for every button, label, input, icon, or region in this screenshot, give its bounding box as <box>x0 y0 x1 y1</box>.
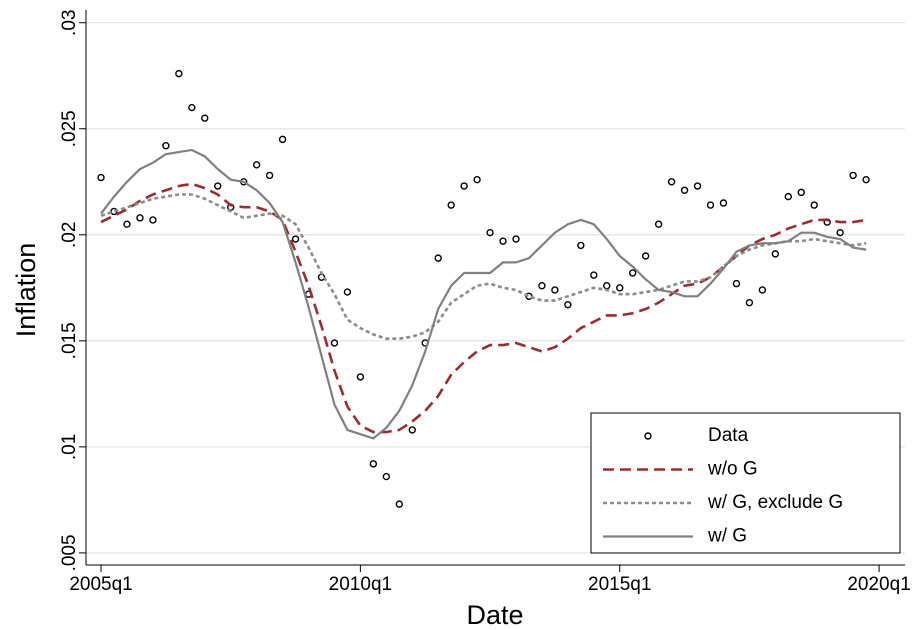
data-point <box>603 281 611 290</box>
data-point <box>758 286 767 294</box>
x-tick-label: 2005q1 <box>69 574 132 595</box>
y-tick-label: .005 <box>59 534 80 571</box>
data-point <box>706 201 715 209</box>
data-point <box>369 460 378 468</box>
data-point <box>149 216 157 224</box>
data-point <box>214 182 222 190</box>
data-point <box>732 279 741 288</box>
data-point <box>538 281 546 290</box>
y-tick-label: .025 <box>59 110 80 147</box>
data-point <box>836 228 844 237</box>
series-line <box>100 148 867 440</box>
y-axis-label: Inflation <box>11 243 41 338</box>
data-point <box>473 175 481 184</box>
data-point <box>512 235 520 243</box>
data-point <box>628 269 637 277</box>
data-point <box>745 298 754 307</box>
data-point <box>434 254 442 262</box>
data-point <box>667 178 676 186</box>
data-point <box>123 220 131 228</box>
data-point <box>343 288 352 296</box>
data-point <box>175 69 183 78</box>
series-line <box>100 193 867 341</box>
legend-marker <box>644 432 652 440</box>
data-point <box>693 182 702 190</box>
x-tick-label: 2015q1 <box>588 574 651 595</box>
x-axis-label: Date <box>466 600 523 630</box>
data-point <box>188 103 196 112</box>
data-point <box>849 171 857 180</box>
data-point <box>408 426 416 434</box>
data-point <box>395 500 403 508</box>
x-tick-label: 2010q1 <box>329 574 392 595</box>
data-point <box>356 373 365 381</box>
legend-box <box>590 412 901 554</box>
data-point <box>551 286 559 294</box>
data-point <box>784 192 792 201</box>
data-point <box>291 235 300 243</box>
legend-label: w/ G <box>707 526 747 547</box>
data-point <box>680 186 689 194</box>
data-point <box>499 237 507 245</box>
data-point <box>486 228 494 237</box>
data-point <box>810 201 818 209</box>
data-point <box>654 220 663 228</box>
series-line <box>100 182 867 434</box>
data-point <box>447 201 455 209</box>
data-point <box>330 339 339 347</box>
data-point <box>862 175 870 184</box>
legend-label: w/o G <box>707 459 758 480</box>
data-point <box>201 114 209 122</box>
data-point <box>719 199 728 207</box>
data-point <box>590 271 598 279</box>
y-tick-label: .02 <box>59 222 80 248</box>
data-point <box>252 161 261 169</box>
data-point <box>265 171 274 180</box>
data-point <box>382 472 391 481</box>
legend-label: Data <box>708 425 749 446</box>
data-point <box>577 241 585 250</box>
y-tick-label: .015 <box>59 322 80 359</box>
data-point <box>460 182 468 190</box>
data-point <box>162 142 170 150</box>
data-point <box>136 214 144 222</box>
data-point <box>641 252 650 260</box>
data-point <box>771 250 780 258</box>
data-point <box>616 284 624 292</box>
y-tick-label: .03 <box>59 10 80 36</box>
data-point <box>278 135 287 144</box>
data-point <box>797 188 805 197</box>
y-tick-label: .01 <box>59 434 80 460</box>
data-point <box>564 301 572 309</box>
x-tick-label: 2020q1 <box>847 574 910 595</box>
data-point <box>97 173 105 182</box>
legend-label: w/ G, exclude G <box>707 492 843 513</box>
